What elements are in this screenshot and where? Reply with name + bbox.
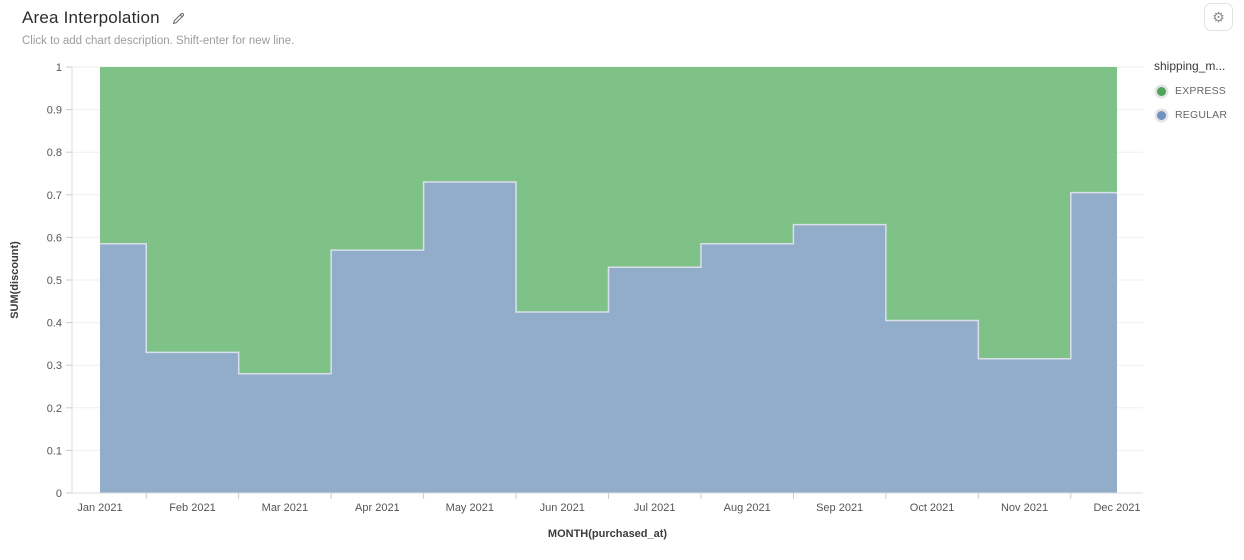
x-tick-label: Apr 2021 <box>355 502 400 514</box>
settings-button[interactable]: ⚙ <box>1204 3 1233 31</box>
legend-item-label: EXPRESS <box>1175 85 1227 97</box>
chart-description-placeholder[interactable]: Click to add chart description. Shift-en… <box>22 35 295 47</box>
y-tick-label: 0.3 <box>47 360 62 372</box>
y-tick-label: 0.4 <box>47 318 62 330</box>
x-tick-label: Feb 2021 <box>169 502 215 514</box>
legend-swatch-icon <box>1157 86 1166 96</box>
x-tick-label: Mar 2021 <box>262 502 308 514</box>
y-axis-title: SUM(discount) <box>9 241 21 319</box>
area-express[interactable] <box>100 67 1117 374</box>
legend: shipping_m... EXPRESS REGULAR <box>1154 59 1227 121</box>
chart-header: Area Interpolation Click to add chart de… <box>22 8 294 47</box>
x-tick-label: Jun 2021 <box>540 502 585 514</box>
x-tick-label: Sep 2021 <box>816 502 863 514</box>
x-tick-label: Oct 2021 <box>910 502 955 514</box>
y-tick-label: 0 <box>56 488 62 500</box>
x-tick-label: Nov 2021 <box>1001 502 1048 514</box>
x-axis-title: MONTH(purchased_at) <box>548 528 668 540</box>
x-tick-label: Aug 2021 <box>724 502 771 514</box>
y-tick-label: 0.9 <box>47 105 62 117</box>
x-tick-label: Jul 2021 <box>634 502 676 514</box>
y-tick-label: 0.6 <box>47 232 62 244</box>
x-tick-label: May 2021 <box>446 502 494 514</box>
page-title[interactable]: Area Interpolation <box>22 8 160 27</box>
area-regular[interactable] <box>100 182 1117 493</box>
edit-pencil-icon[interactable] <box>171 11 186 26</box>
y-tick-label: 0.7 <box>47 190 62 202</box>
x-tick-label: Dec 2021 <box>1093 502 1140 514</box>
regular-step-line <box>100 181 1117 375</box>
gear-icon: ⚙ <box>1212 9 1225 25</box>
x-tick-label: Jan 2021 <box>77 502 122 514</box>
y-tick-label: 0.1 <box>47 445 62 457</box>
y-tick-label: 1 <box>56 62 62 74</box>
legend-item-regular[interactable]: REGULAR <box>1154 109 1227 121</box>
y-tick-label: 0.2 <box>47 403 62 415</box>
y-tick-label: 0.5 <box>47 275 62 287</box>
y-tick-label: 0.8 <box>47 147 62 159</box>
legend-title: shipping_m... <box>1154 59 1226 73</box>
legend-item-label: REGULAR <box>1175 109 1228 121</box>
legend-swatch-icon <box>1157 110 1166 120</box>
legend-item-express[interactable]: EXPRESS <box>1154 85 1227 97</box>
